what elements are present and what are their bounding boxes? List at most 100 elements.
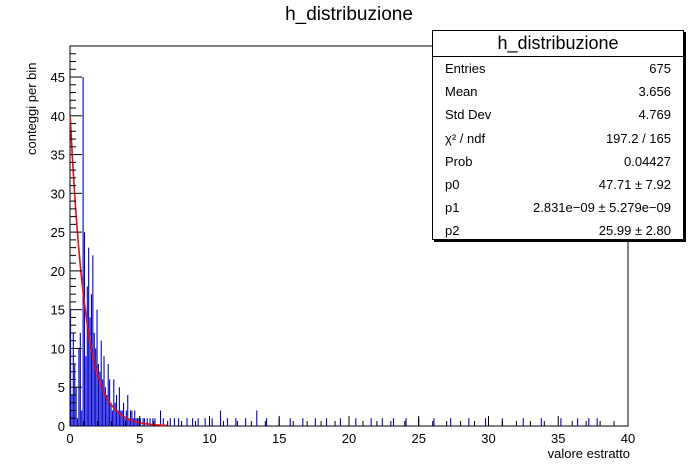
stats-box: h_distribuzione Entries 675 Mean 3.656 S… <box>432 30 684 240</box>
chart-title: h_distribuzione <box>285 4 413 25</box>
histogram-bar <box>129 410 132 426</box>
histogram-bar <box>83 232 86 426</box>
histogram-bar <box>110 402 112 426</box>
stats-label: Entries <box>445 61 486 76</box>
stats-value: 25.99 ± 2.80 <box>598 223 671 239</box>
stats-value: 47.71 ± 7.92 <box>598 176 671 192</box>
y-tick-label: 15 <box>51 303 65 318</box>
histogram-bar <box>142 418 144 426</box>
histogram-bar <box>143 418 146 426</box>
stats-row-p2: p2 25.99 ± 2.80 <box>433 219 683 242</box>
histogram-bar <box>106 394 108 426</box>
y-tick-label: 0 <box>58 419 65 434</box>
y-tick-label: 35 <box>51 148 65 163</box>
histogram-bar <box>70 309 72 426</box>
histogram-bar <box>146 418 148 426</box>
y-tick-label: 5 <box>58 380 65 395</box>
histogram-bar <box>289 418 291 426</box>
histogram-bar <box>162 418 164 426</box>
fit-curve <box>69 117 168 427</box>
x-axis-ticks: 0 5 10 15 20 25 30 35 40 <box>66 416 635 446</box>
histogram-bar <box>123 402 125 426</box>
histogram-bar <box>96 309 98 426</box>
histogram-bar <box>99 371 101 426</box>
histogram-bar <box>178 418 180 426</box>
histogram-bar <box>314 418 316 426</box>
stats-label: p1 <box>445 200 460 216</box>
histogram-bar <box>485 418 487 426</box>
histogram-bar <box>381 418 383 426</box>
histogram-bar <box>89 317 91 426</box>
stats-value: 197.2 / 165 <box>605 130 671 146</box>
histogram-bar <box>76 418 79 426</box>
histogram-bar <box>85 356 87 426</box>
histogram-bar <box>159 410 162 426</box>
histogram-bar <box>92 255 94 426</box>
histogram-bar <box>95 348 97 426</box>
x-tick-label: 0 <box>66 431 73 446</box>
stats-row-prob: Prob 0.04427 <box>433 150 683 173</box>
stats-value: 0.04427 <box>624 153 671 169</box>
y-tick-label: 20 <box>51 264 65 279</box>
histogram-bar <box>107 363 109 426</box>
histogram-bar <box>134 410 136 426</box>
histogram-bar <box>128 418 130 426</box>
histogram-bar <box>355 418 357 426</box>
histogram-bar <box>266 418 268 426</box>
histogram-bar <box>131 410 133 426</box>
stats-value: 3.656 <box>638 84 671 100</box>
histogram-bar <box>560 418 562 426</box>
histogram-bar <box>79 332 81 426</box>
histogram-bar <box>226 418 229 426</box>
histogram-bar <box>186 418 188 426</box>
y-tick-label: 45 <box>51 70 65 85</box>
histogram-bar <box>117 410 119 426</box>
histogram-bar <box>120 410 122 426</box>
stats-label: p0 <box>445 176 460 192</box>
histogram-bar <box>450 418 452 426</box>
stats-label: Prob <box>445 153 473 169</box>
histogram-bar <box>81 410 83 426</box>
histogram-bar <box>75 387 77 426</box>
stats-row-p0: p0 47.71 ± 7.92 <box>433 173 683 196</box>
histogram-bar <box>113 379 115 426</box>
y-axis-label: conteggi per bin <box>24 62 39 155</box>
histogram-bar <box>152 418 154 426</box>
histogram-bar <box>173 418 176 426</box>
y-tick-label: 30 <box>51 186 65 201</box>
y-tick-label: 40 <box>51 109 65 124</box>
histogram-bar <box>302 418 304 426</box>
histogram-bar <box>90 294 93 426</box>
histogram-bar <box>405 418 407 426</box>
stats-row-chi2: χ² / ndf 197.2 / 165 <box>433 127 683 150</box>
x-tick-label: 10 <box>202 431 216 446</box>
stats-label: Mean <box>445 84 478 100</box>
histogram-bar <box>86 286 88 426</box>
histogram-bar <box>392 418 395 426</box>
histogram-bar <box>468 418 470 426</box>
histogram-bar <box>132 418 134 426</box>
x-tick-label: 35 <box>551 431 565 446</box>
stats-label: p2 <box>445 223 460 239</box>
stats-value: 675 <box>649 61 671 76</box>
histogram-bar <box>127 394 129 426</box>
histogram-bar <box>111 410 113 426</box>
stats-label: χ² / ndf <box>445 130 486 146</box>
histogram-bar <box>325 418 328 426</box>
histogram-bar <box>588 418 590 426</box>
histogram-bar <box>522 418 524 426</box>
x-tick-label: 5 <box>136 431 143 446</box>
stats-box-title: h_distribuzione <box>433 31 683 57</box>
stats-row-stddev: Std Dev 4.769 <box>433 103 683 126</box>
histogram-bar <box>339 418 342 426</box>
histogram-bar <box>577 418 579 426</box>
histogram-bar <box>235 418 237 426</box>
stats-value: 2.831e−09 ± 5.279e−09 <box>533 200 671 216</box>
stats-row-entries: Entries 675 <box>433 57 683 80</box>
y-axis-ticks: 0 5 10 15 20 25 30 35 40 45 <box>51 53 82 434</box>
histogram-bar <box>245 418 247 426</box>
y-tick-label: 10 <box>51 341 65 356</box>
histogram-bar <box>118 387 120 426</box>
x-tick-label: 15 <box>272 431 286 446</box>
